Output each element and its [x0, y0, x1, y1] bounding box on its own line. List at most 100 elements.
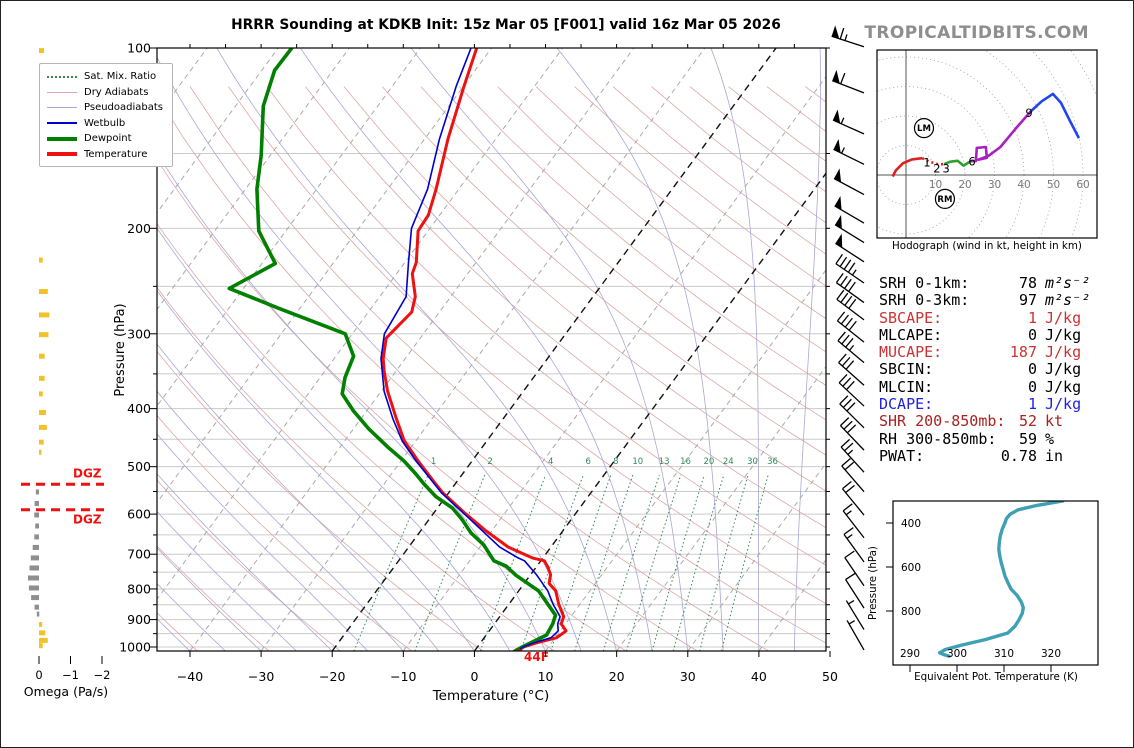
legend-item-label: Wetbulb: [84, 117, 126, 129]
stat-row-mlcin: MLCIN: 0 J/kg: [879, 377, 1091, 396]
svg-text:−20: −20: [319, 669, 345, 684]
svg-text:0: 0: [470, 669, 478, 684]
svg-text:1: 1: [923, 156, 930, 170]
svg-text:0: 0: [35, 668, 42, 682]
svg-text:800: 800: [127, 581, 151, 596]
stat-value: 97: [1018, 291, 1037, 310]
svg-text:8: 8: [613, 457, 618, 467]
stat-row-shr-200-850mb: SHR 200-850mb: 52 kt: [879, 412, 1091, 431]
svg-text:4: 4: [548, 457, 553, 467]
stat-value: 0.78: [1000, 446, 1037, 465]
svg-text:36: 36: [767, 457, 778, 467]
svg-text:1000: 1000: [119, 640, 151, 655]
stat-value: 0: [1027, 325, 1037, 344]
svg-text:−1: −1: [62, 668, 79, 682]
theta-e-pressure-axis-title: Pressure (hPa): [867, 546, 879, 620]
svg-text:2: 2: [933, 162, 940, 176]
stat-unit: J/kg: [1045, 308, 1082, 327]
svg-text:6: 6: [586, 457, 591, 467]
svg-text:−10: −10: [390, 669, 416, 684]
stat-value: 187: [1009, 343, 1037, 362]
wind-barb-column: [831, 25, 865, 651]
svg-text:24: 24: [723, 457, 734, 467]
legend-item-dewpoint: Dewpoint: [47, 131, 163, 147]
stat-label: SBCIN:: [879, 360, 934, 379]
stat-unit: J/kg: [1045, 325, 1082, 344]
watermark: TROPICALTIDBITS.COM: [864, 23, 1089, 43]
stat-value: 1: [1027, 395, 1037, 414]
stat-unit: m²s⁻²: [1045, 291, 1091, 310]
legend-line-sample: [47, 75, 77, 78]
svg-text:20: 20: [958, 179, 971, 191]
stat-row-dcape: DCAPE: 1 J/kg: [879, 395, 1091, 414]
svg-text:DGZ: DGZ: [73, 466, 102, 480]
stat-row-sbcape: SBCAPE: 1 J/kg: [879, 308, 1091, 327]
legend-item-label: Dry Adiabats: [84, 86, 149, 98]
pressure-axis-title: Pressure (hPa): [113, 303, 128, 397]
svg-text:500: 500: [127, 459, 151, 474]
svg-text:600: 600: [901, 562, 921, 574]
hodograph-plot: 10 20 30 40 50 60 1 2 3 6 9 LM RM: [877, 50, 1097, 238]
svg-text:50: 50: [822, 669, 838, 684]
legend-item-label: Temperature: [84, 148, 148, 160]
legend-line-sample: [47, 107, 77, 109]
svg-text:300: 300: [947, 648, 967, 660]
svg-text:16: 16: [680, 457, 691, 467]
svg-text:−2: −2: [94, 668, 111, 682]
legend-line-sample: [47, 91, 77, 93]
svg-text:20: 20: [703, 457, 714, 467]
stat-label: DCAPE:: [879, 395, 934, 414]
svg-text:30: 30: [680, 669, 696, 684]
legend-item-wetbulb: Wetbulb: [47, 116, 163, 132]
stat-label: SBCAPE:: [879, 308, 943, 327]
stat-value: 52: [1018, 412, 1037, 431]
stat-row-rh-300-850mb: RH 300-850mb: 59%: [879, 429, 1091, 448]
stat-row-mucape: MUCAPE: 187 J/kg: [879, 343, 1091, 362]
stat-label: RH 300-850mb:: [879, 429, 997, 448]
page-title: HRRR Sounding at KDKB Init: 15z Mar 05 […: [231, 17, 781, 33]
hodograph-caption: Hodograph (wind in kt, height in km): [892, 240, 1082, 252]
stat-label: SRH 0-1km:: [879, 274, 970, 292]
svg-text:300: 300: [127, 326, 151, 341]
stat-row-srh-0-3km: SRH 0-3km: 97 m²s⁻²: [879, 291, 1091, 310]
legend-line-sample: [47, 136, 77, 141]
svg-text:900: 900: [127, 612, 151, 627]
svg-text:290: 290: [900, 648, 920, 660]
legend-item-temperature: Temperature: [47, 147, 163, 163]
theta-e-plot: [937, 501, 1065, 658]
svg-text:RM: RM: [937, 195, 952, 205]
svg-text:10: 10: [929, 179, 942, 191]
svg-text:200: 200: [127, 221, 151, 236]
svg-text:3: 3: [942, 162, 949, 176]
legend-item-label: Sat. Mix. Ratio: [84, 71, 157, 83]
stat-label: MUCAPE:: [879, 343, 943, 362]
stat-label: PWAT:: [879, 446, 925, 465]
svg-text:400: 400: [901, 518, 921, 530]
svg-text:−30: −30: [248, 669, 274, 684]
svg-text:44F: 44F: [524, 650, 549, 664]
legend-item-dry-adiabats: Dry Adiabats: [47, 85, 163, 101]
stat-unit: m²s⁻²: [1045, 274, 1091, 292]
svg-text:50: 50: [1047, 179, 1060, 191]
svg-text:30: 30: [988, 179, 1001, 191]
svg-text:LM: LM: [917, 124, 931, 134]
svg-text:60: 60: [1076, 179, 1089, 191]
svg-text:320: 320: [1041, 648, 1061, 660]
stat-value: 0: [1027, 377, 1037, 396]
stats-panel: SRH 0-1km: 78 m²s⁻² SRH 0-3km: 97 m²s⁻² SBCAPE…: [879, 274, 1091, 465]
stat-unit: J/kg: [1045, 377, 1082, 396]
stat-label: MLCAPE:: [879, 325, 943, 344]
svg-text:DGZ: DGZ: [73, 513, 102, 527]
theta-e-axis-title: Equivalent Pot. Temperature (K): [914, 671, 1078, 683]
legend-item-label: Dewpoint: [84, 133, 132, 145]
svg-text:10: 10: [538, 669, 554, 684]
svg-text:40: 40: [1017, 179, 1030, 191]
svg-text:13: 13: [659, 457, 670, 467]
svg-text:40: 40: [751, 669, 767, 684]
svg-text:310: 310: [994, 648, 1014, 660]
stat-label: SHR 200-850mb:: [879, 412, 1006, 431]
stat-value: 59: [1018, 429, 1037, 448]
stat-unit: kt: [1045, 412, 1064, 431]
stat-unit: J/kg: [1045, 343, 1082, 362]
stat-row-pwat: PWAT: 0.78 in: [879, 446, 1091, 465]
